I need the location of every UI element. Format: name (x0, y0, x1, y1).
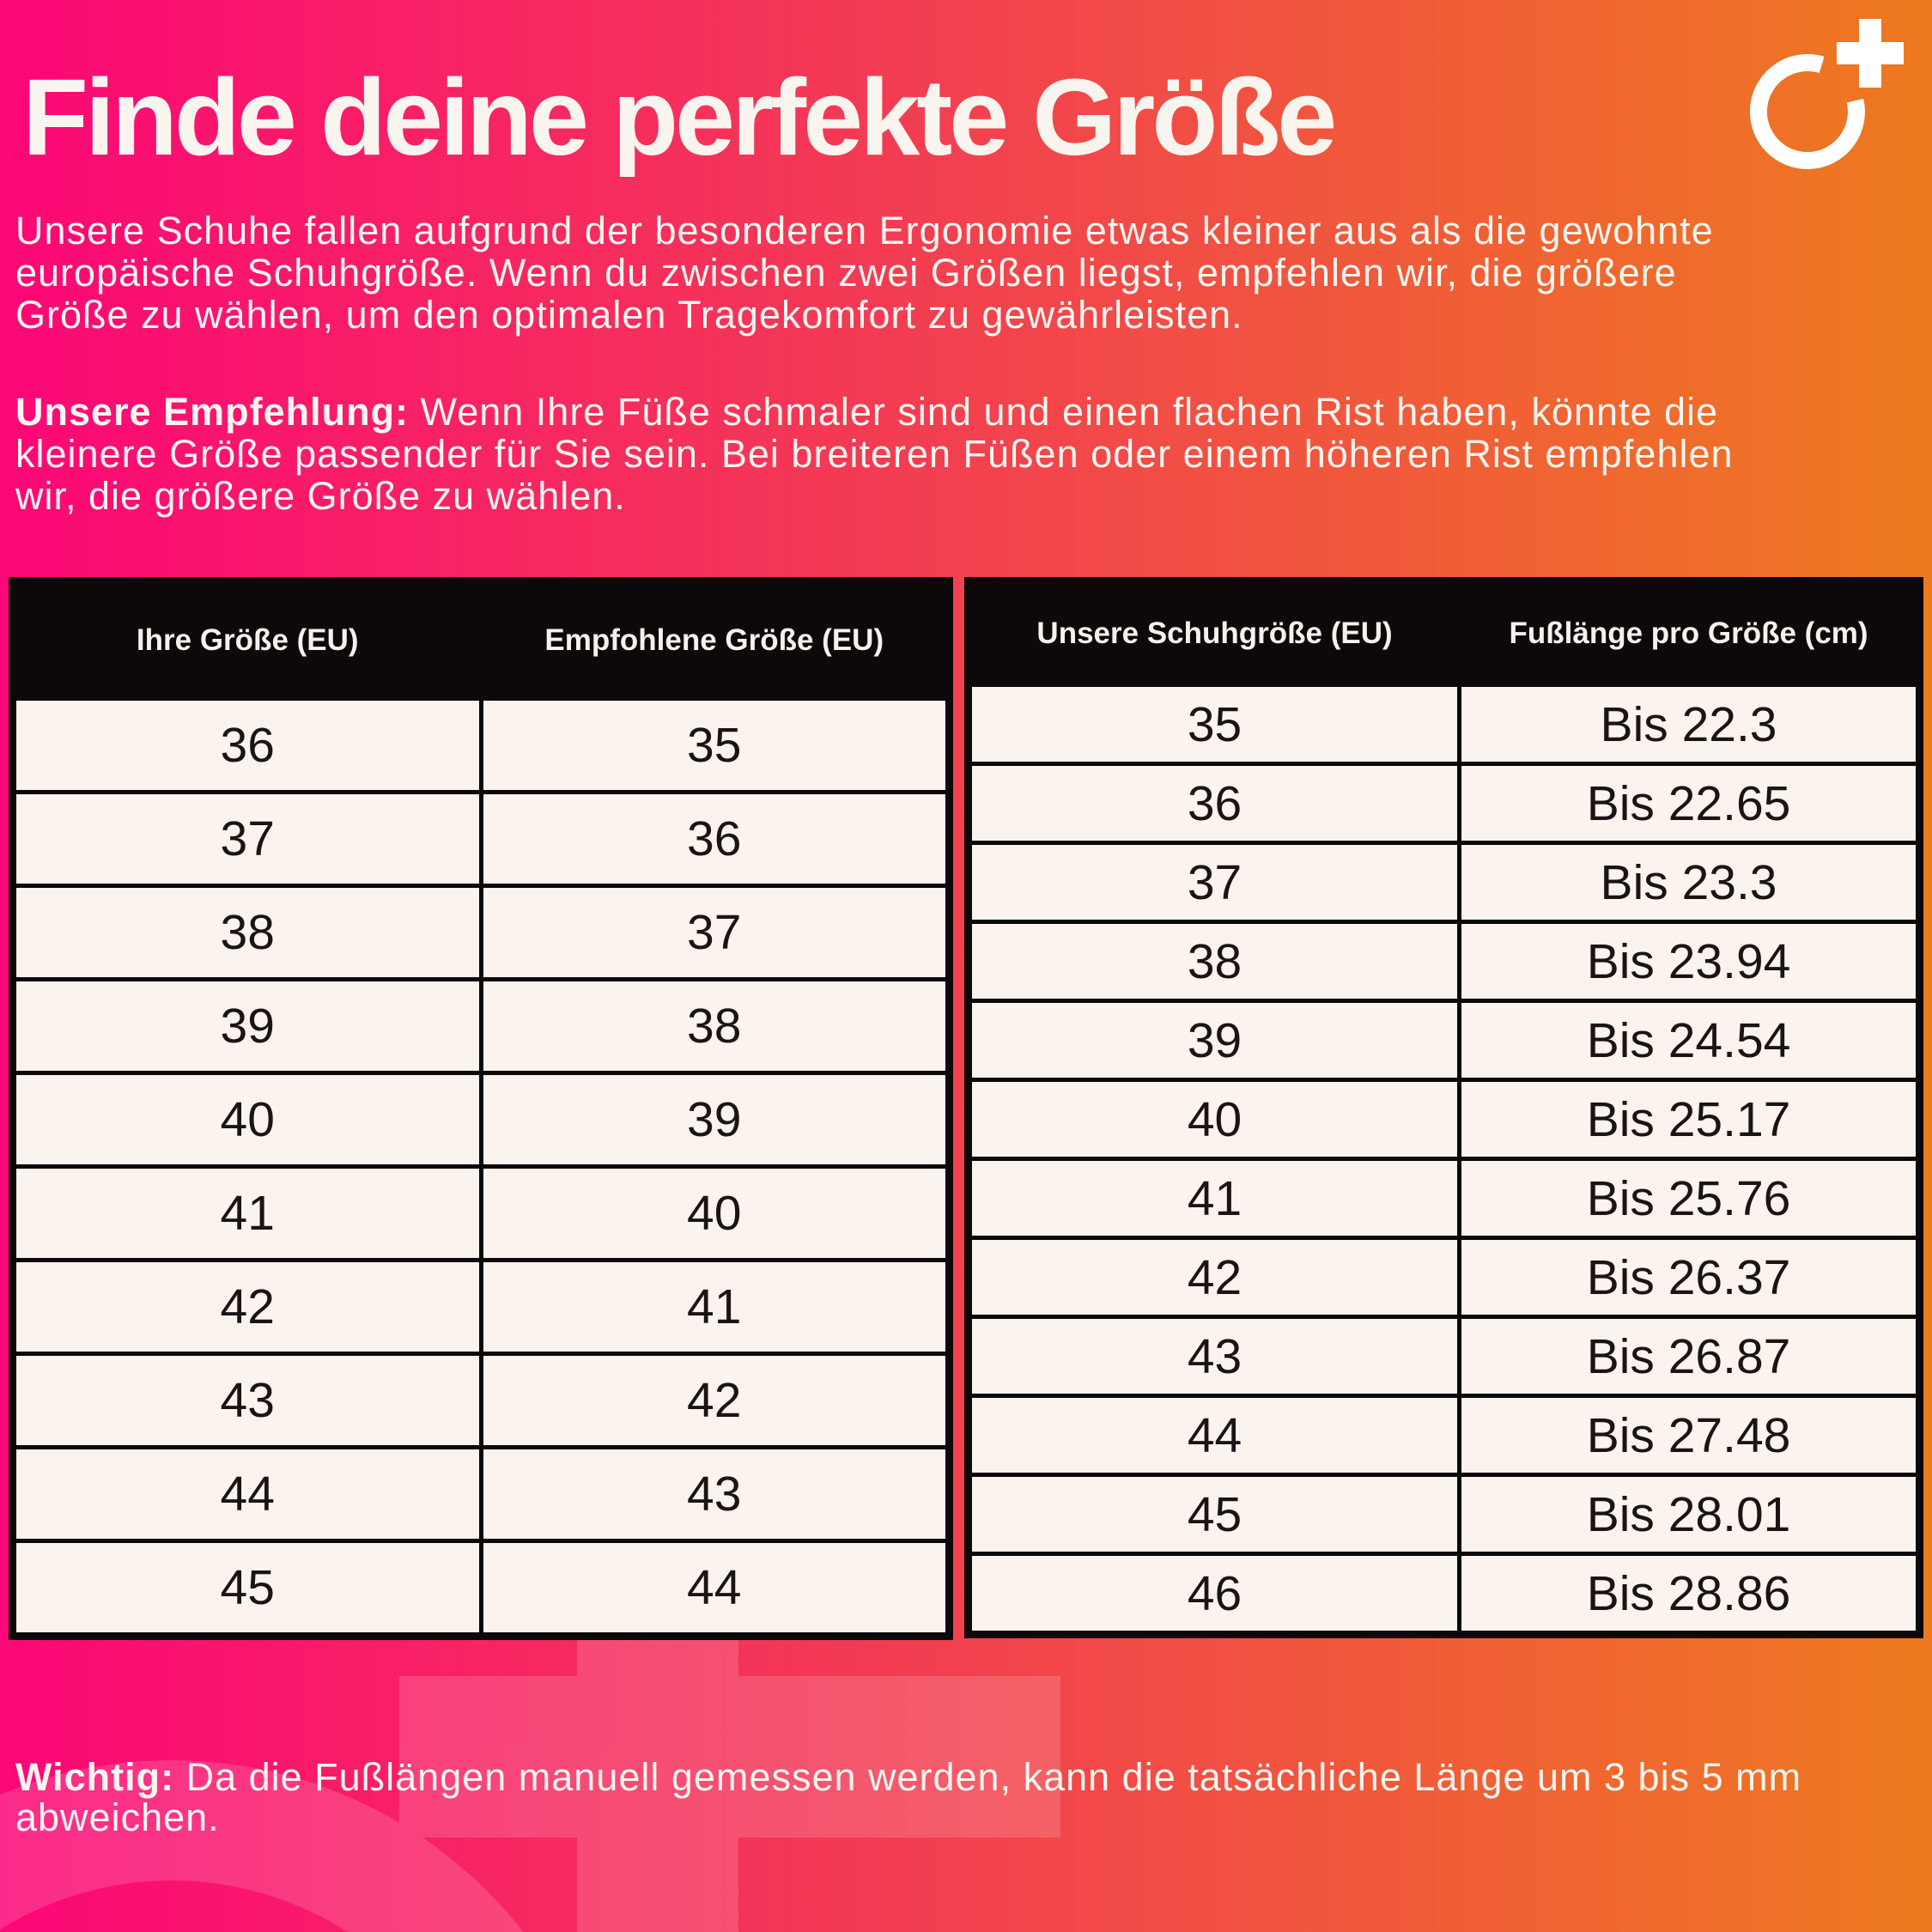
table-row: 38 37 (10, 884, 951, 981)
size-conversion-table: Ihre Größe (EU) Empfohlene Größe (EU) 36… (9, 577, 953, 1640)
table-row: 46 Bis 28.86 (965, 1552, 1922, 1637)
column-header-recommended-size: Empfohlene Größe (EU) (478, 579, 951, 701)
footer-note-line: Wichtig: Da die Fußlängen manuell gemess… (15, 1757, 1918, 1797)
table-row: 42 41 (10, 1258, 951, 1356)
table-row: 37 36 (10, 790, 951, 888)
table-row: 43 Bis 26.87 (965, 1315, 1922, 1398)
table-cell: 44 (478, 1539, 951, 1638)
table-cell: Bis 23.3 (1457, 841, 1922, 924)
table-row: 37 Bis 23.3 (965, 841, 1922, 924)
table-cell: 36 (965, 762, 1462, 845)
table-cell: 38 (965, 920, 1462, 1003)
brand-logo-icon (1749, 19, 1904, 169)
table-cell: 43 (478, 1445, 951, 1543)
table-cell: 44 (10, 1445, 483, 1543)
table-row: 39 Bis 24.54 (965, 999, 1922, 1082)
table-row: 42 Bis 26.37 (965, 1236, 1922, 1319)
table-cell: Bis 25.17 (1457, 1078, 1922, 1161)
recommendation-label: Unsere Empfehlung: (15, 390, 410, 434)
table-row: 44 Bis 27.48 (965, 1394, 1922, 1477)
table-cell: 37 (478, 884, 951, 981)
table-cell: 42 (10, 1258, 483, 1356)
table-cell: Bis 28.86 (1457, 1552, 1922, 1637)
table-cell: Bis 23.94 (1457, 920, 1922, 1003)
foot-length-table: Unsere Schuhgröße (EU) Fußlänge pro Größ… (964, 577, 1923, 1638)
table-cell: 39 (965, 999, 1462, 1082)
table-cell: 37 (10, 790, 483, 888)
intro-line: europäische Schuhgröße. Wenn du zwischen… (15, 251, 1677, 295)
footer-note-label: Wichtig: (15, 1755, 175, 1799)
table-cell: 38 (478, 977, 951, 1075)
table-row: 44 43 (10, 1445, 951, 1543)
table-cell: 43 (10, 1352, 483, 1449)
footer-note: Wichtig: Da die Fußlängen manuell gemess… (15, 1757, 1918, 1838)
column-header-our-shoe-size: Unsere Schuhgröße (EU) (965, 579, 1462, 687)
table-row: 45 44 (10, 1539, 951, 1638)
intro-line: Unsere Schuhe fallen aufgrund der besond… (15, 209, 1714, 252)
table-cell: Bis 27.48 (1457, 1394, 1922, 1477)
table-cell: Bis 26.87 (1457, 1315, 1922, 1398)
recommendation-line: kleinere Größe passender für Sie sein. B… (15, 432, 1734, 476)
table-cell: 35 (478, 696, 951, 794)
table-cell: Bis 25.76 (1457, 1157, 1922, 1240)
table-header-row: Unsere Schuhgröße (EU) Fußlänge pro Größ… (965, 579, 1922, 687)
recommendation-paragraph: Unsere Empfehlung: Wenn Ihre Füße schmal… (15, 391, 1918, 517)
recommendation-line-text: Wenn Ihre Füße schmaler sind und einen f… (409, 390, 1719, 434)
size-conversion-table-body: 36 35 37 36 38 37 39 38 40 39 41 40 42 41 43 42 44 43 45 44 (10, 696, 951, 1638)
footer-note-text: Da die Fußlängen manuell gemessen werden… (174, 1755, 1802, 1799)
table-cell: Bis 22.3 (1457, 683, 1922, 766)
table-cell: 35 (965, 683, 1462, 766)
column-header-your-size: Ihre Größe (EU) (10, 579, 483, 701)
foot-length-table-body: 35 Bis 22.3 36 Bis 22.65 37 Bis 23.3 38 Bis 23.… (965, 683, 1922, 1637)
table-row: 43 42 (10, 1352, 951, 1449)
table-row: 41 40 (10, 1164, 951, 1262)
table-row: 40 Bis 25.17 (965, 1078, 1922, 1161)
column-header-foot-length: Fußlänge pro Größe (cm) (1457, 579, 1922, 687)
table-cell: 40 (965, 1078, 1462, 1161)
size-conversion-table-header: Ihre Größe (EU) Empfohlene Größe (EU) (10, 579, 951, 701)
footer-note-line: abweichen. (15, 1795, 220, 1839)
table-cell: 41 (10, 1164, 483, 1262)
table-cell: 46 (965, 1552, 1462, 1637)
table-row: 39 38 (10, 977, 951, 1075)
foot-length-table-header: Unsere Schuhgröße (EU) Fußlänge pro Größ… (965, 579, 1922, 687)
table-row: 38 Bis 23.94 (965, 920, 1922, 1003)
table-cell: 39 (10, 977, 483, 1075)
table-cell: 41 (478, 1258, 951, 1356)
recommendation-line: Unsere Empfehlung: Wenn Ihre Füße schmal… (15, 391, 1918, 433)
table-cell: 36 (10, 696, 483, 794)
table-cell: 41 (965, 1157, 1462, 1240)
table-cell: 39 (478, 1071, 951, 1169)
table-cell: Bis 26.37 (1457, 1236, 1922, 1319)
table-cell: 45 (10, 1539, 483, 1638)
table-cell: 44 (965, 1394, 1462, 1477)
table-cell: 42 (478, 1352, 951, 1449)
table-row: 45 Bis 28.01 (965, 1473, 1922, 1556)
table-cell: 45 (965, 1473, 1462, 1556)
table-cell: 38 (10, 884, 483, 981)
page-title: Finde deine perfekte Größe (22, 57, 1337, 178)
table-cell: 40 (10, 1071, 483, 1169)
table-cell: 36 (478, 790, 951, 888)
table-row: 36 35 (10, 696, 951, 794)
intro-paragraph: Unsere Schuhe fallen aufgrund der besond… (15, 210, 1918, 336)
table-cell: 37 (965, 841, 1462, 924)
table-row: 41 Bis 25.76 (965, 1157, 1922, 1240)
intro-line: Größe zu wählen, um den optimalen Tragek… (15, 293, 1243, 337)
table-cell: Bis 24.54 (1457, 999, 1922, 1082)
table-cell: Bis 22.65 (1457, 762, 1922, 845)
table-header-row: Ihre Größe (EU) Empfohlene Größe (EU) (10, 579, 951, 701)
table-cell: 42 (965, 1236, 1462, 1319)
table-cell: 43 (965, 1315, 1462, 1398)
recommendation-line: wir, die größere Größe zu wählen. (15, 474, 626, 518)
table-row: 40 39 (10, 1071, 951, 1169)
table-row: 36 Bis 22.65 (965, 762, 1922, 845)
table-cell: Bis 28.01 (1457, 1473, 1922, 1556)
table-row: 35 Bis 22.3 (965, 683, 1922, 766)
table-cell: 40 (478, 1164, 951, 1262)
